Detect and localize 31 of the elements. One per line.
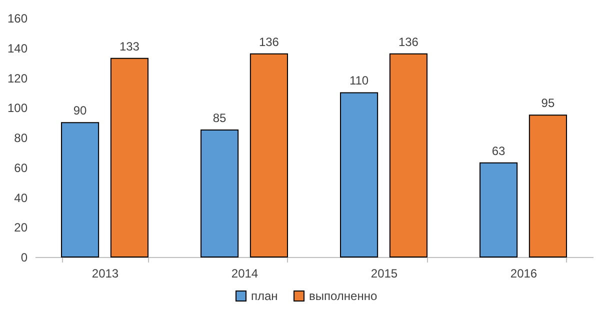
bar <box>389 53 428 258</box>
y-tick-label: 0 <box>20 250 28 264</box>
bar <box>528 114 567 258</box>
y-tick-label: 20 <box>14 220 28 235</box>
x-tick-label: 2013 <box>92 266 119 280</box>
data-label: 90 <box>73 104 88 118</box>
data-label: 110 <box>349 74 369 88</box>
x-tick-label: 2015 <box>370 266 398 280</box>
data-label: 63 <box>492 144 506 158</box>
bar <box>61 122 100 258</box>
y-tick-label: 100 <box>7 101 28 116</box>
y-tick-label: 160 <box>7 12 28 26</box>
y-tick-label: 120 <box>7 71 28 86</box>
legend-label: план <box>251 289 278 303</box>
y-tick-label: 140 <box>7 41 28 56</box>
y-tick-label: 60 <box>14 160 28 175</box>
bar <box>110 58 148 258</box>
data-label: 136 <box>258 34 280 49</box>
data-label: 133 <box>119 39 140 54</box>
legend-label: выполненно <box>309 289 378 303</box>
x-tick-label: 2016 <box>510 266 538 280</box>
bar <box>200 130 239 258</box>
x-tick-label: 2014 <box>231 266 258 280</box>
data-label: 95 <box>541 96 555 110</box>
y-tick-label: 80 <box>14 131 28 145</box>
y-tick-label: 40 <box>14 190 28 205</box>
data-label: 85 <box>212 111 227 126</box>
bar <box>480 162 518 258</box>
bar <box>250 53 288 258</box>
data-label: 136 <box>398 34 419 49</box>
bar <box>340 92 378 258</box>
